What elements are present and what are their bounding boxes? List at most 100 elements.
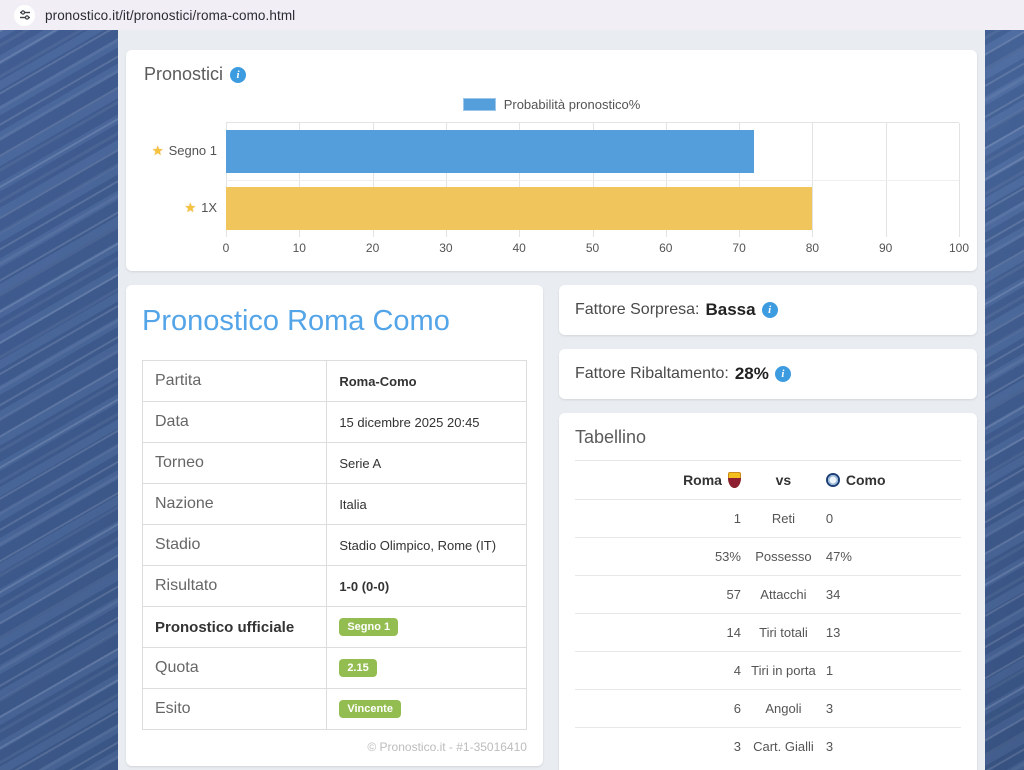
scoreboard-row: 3 Cart. Gialli 3 xyxy=(575,728,961,765)
surprise-factor-card: Fattore Sorpresa: Bassa i xyxy=(558,285,977,335)
x-axis-tick-label: 70 xyxy=(732,241,746,255)
detail-value: Stadio Olimpico, Rome (IT) xyxy=(326,524,527,566)
surprise-factor-label: Fattore Sorpresa: xyxy=(574,301,700,318)
chart-card-title-row: Pronostici i xyxy=(144,64,959,85)
detail-label: Quota xyxy=(141,647,328,689)
status-badge: Vincente xyxy=(339,700,401,718)
category-text: Segno 1 xyxy=(168,143,217,158)
table-row: Quota 2.15 xyxy=(141,647,527,689)
status-badge: Segno 1 xyxy=(339,618,399,636)
detail-value: 2.15 xyxy=(326,647,527,689)
browser-address-bar[interactable]: pronostico.it/it/pronostici/roma-como.ht… xyxy=(0,0,1024,30)
away-stat-value: 1 xyxy=(825,663,834,678)
x-axis-tick-label: 0 xyxy=(222,241,230,255)
detail-value: 1-0 (0-0) xyxy=(326,565,527,607)
scoreboard-row: 4 Tiri in porta 1 xyxy=(574,652,961,690)
stat-name: Attacchi xyxy=(760,587,807,602)
page-background: Pronostici i Probabilità pronostico% ★ Se… xyxy=(0,30,1024,770)
stat-name: Tiri in porta xyxy=(751,663,816,678)
page-content: Pronostici i Probabilità pronostico% ★ Se… xyxy=(118,30,985,770)
table-row: Partita Roma-Como xyxy=(141,360,527,402)
scoreboard-row: 1 Reti 0 xyxy=(574,500,961,538)
legend-label: Probabilità pronostico% xyxy=(503,97,641,112)
stat-name: Cart. Gialli xyxy=(753,739,814,754)
roma-crest-icon xyxy=(727,472,741,488)
chart-gridline xyxy=(959,123,960,237)
status-badge: 2.15 xyxy=(339,659,377,677)
chart-category-label: ★ 1X xyxy=(144,179,226,236)
site-permissions-icon[interactable] xyxy=(14,4,35,26)
stat-name: Tiri totali xyxy=(759,625,808,640)
x-axis-tick-label: 40 xyxy=(512,241,526,255)
stat-name: Reti xyxy=(771,511,795,526)
url-text: pronostico.it/it/pronostici/roma-como.ht… xyxy=(45,7,296,23)
copyright-text: © Pronostico.it - #1-35016410 xyxy=(367,740,527,754)
x-axis-tick-label: 30 xyxy=(439,241,453,255)
table-row: Nazione Italia xyxy=(141,483,527,525)
detail-value: Italia xyxy=(326,483,527,525)
stat-name: Angoli xyxy=(765,701,802,716)
chart-category-labels: ★ Segno 1 ★ 1X xyxy=(144,122,226,261)
tune-icon xyxy=(19,10,30,20)
scoreboard-header-row: Roma vs Como xyxy=(574,461,961,500)
chart-x-axis: 0 10 20 30 40 50 60 70 80 90 100 xyxy=(222,241,969,261)
home-stat-value: 57 xyxy=(726,587,741,602)
x-axis-tick-label: 90 xyxy=(879,241,893,255)
star-icon: ★ xyxy=(151,142,164,158)
detail-label: Pronostico ufficiale xyxy=(141,606,328,648)
info-icon[interactable]: i xyxy=(774,366,791,382)
vs-label: vs xyxy=(775,472,792,488)
comeback-factor-label: Fattore Ribaltamento: xyxy=(574,365,729,382)
match-details-table: Partita Roma-Como Data 15 dicembre 2025 20:… xyxy=(141,360,527,730)
home-stat-value: 6 xyxy=(733,701,741,716)
info-icon[interactable]: i xyxy=(761,302,778,318)
scoreboard-title: Tabellino xyxy=(574,427,961,461)
table-row: Data 15 dicembre 2025 20:45 xyxy=(141,401,527,443)
detail-label: Risultato xyxy=(141,565,328,607)
away-stat-value: 13 xyxy=(825,625,841,640)
chart-bar-segno-1 xyxy=(226,130,754,173)
detail-value: Segno 1 xyxy=(326,606,527,648)
details-tbody: Partita Roma-Como Data 15 dicembre 2025 20:… xyxy=(141,360,527,730)
chart-bars xyxy=(226,123,959,237)
away-stat-value: 0 xyxy=(825,511,834,526)
scoreboard-row: 57 Attacchi 34 xyxy=(574,576,961,614)
comeback-factor-value: 28% xyxy=(734,364,769,383)
x-axis-tick-label: 100 xyxy=(948,241,970,255)
home-stat-value: 14 xyxy=(726,625,741,640)
away-team-name: Como xyxy=(845,472,886,488)
detail-label: Data xyxy=(141,401,328,443)
bar-chart: ★ Segno 1 ★ 1X 0 10 20 30 40 50 60 70 80 90 100 xyxy=(144,122,969,261)
info-icon[interactable]: i xyxy=(230,66,247,83)
home-stat-value: 53% xyxy=(714,549,741,564)
stat-name: Possesso xyxy=(755,549,812,564)
chart-row-separator xyxy=(226,180,959,181)
chart-category-label: ★ Segno 1 xyxy=(144,122,226,179)
scoreboard-card: Tabellino Roma vs Como xyxy=(558,413,977,770)
prediction-card: Pronostico Roma Como Partita Roma-Como Dat… xyxy=(126,285,543,766)
table-row: Esito Vincente xyxy=(141,688,527,730)
x-axis-tick-label: 80 xyxy=(805,241,820,255)
chart-plot-column: 0 10 20 30 40 50 60 70 80 90 100 xyxy=(222,122,969,261)
chart-legend: Probabilità pronostico% xyxy=(144,97,959,112)
detail-label: Stadio xyxy=(141,524,328,566)
home-stat-value: 4 xyxy=(733,663,741,678)
chart-bar-1x xyxy=(226,187,813,230)
table-row: Pronostico ufficiale Segno 1 xyxy=(141,606,527,648)
x-axis-tick-label: 20 xyxy=(365,241,380,255)
star-icon: ★ xyxy=(184,199,197,215)
surprise-factor-value: Bassa xyxy=(705,300,756,319)
comeback-factor-card: Fattore Ribaltamento: 28% i xyxy=(558,349,977,399)
como-crest-icon xyxy=(825,473,840,487)
predictions-chart-card: Pronostici i Probabilità pronostico% ★ Se… xyxy=(126,50,977,271)
detail-value: Serie A xyxy=(326,442,527,484)
page-title: Pronostico Roma Como xyxy=(142,305,450,337)
detail-label: Partita xyxy=(141,360,328,402)
away-team-header: Como xyxy=(825,472,961,488)
home-stat-value: 1 xyxy=(733,511,741,526)
table-row: Torneo Serie A xyxy=(141,442,527,484)
away-stat-value: 3 xyxy=(825,701,834,716)
x-axis-tick-label: 60 xyxy=(659,241,673,255)
chart-title: Pronostici xyxy=(144,64,224,84)
